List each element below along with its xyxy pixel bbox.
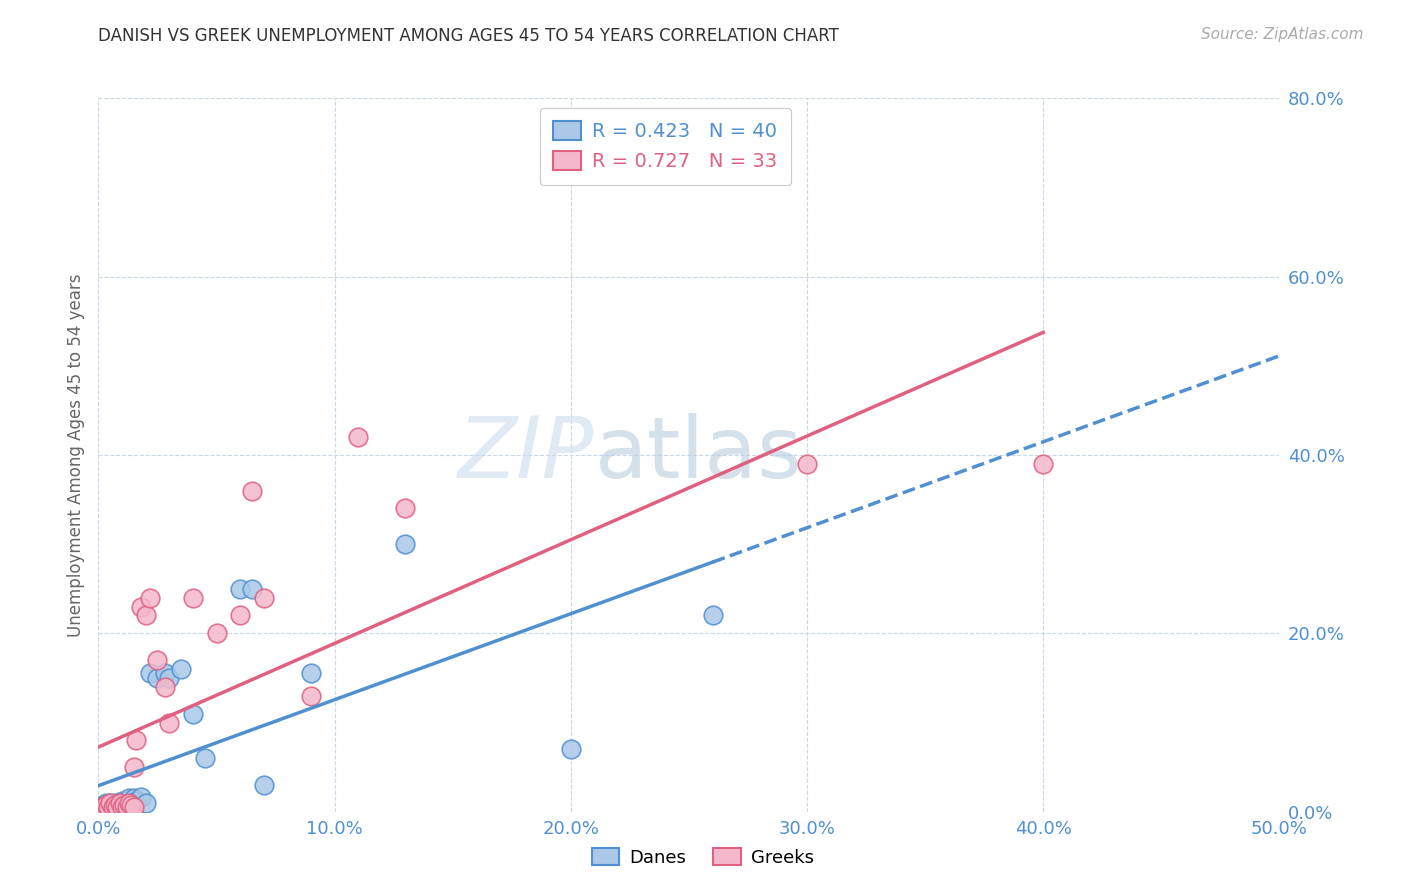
Point (118, 796, 141, 810)
Point (125, 794, 148, 808)
Point (135, 608, 157, 623)
Point (121, 797, 143, 812)
Point (253, 591, 276, 605)
Point (229, 608, 252, 623)
Point (229, 582, 252, 596)
Legend: Danes, Greeks: Danes, Greeks (585, 841, 821, 874)
Point (112, 797, 135, 812)
Point (253, 778, 276, 792)
Point (170, 662, 193, 676)
Point (90, 800, 112, 814)
Text: DANISH VS GREEK UNEMPLOYMENT AMONG AGES 45 TO 54 YEARS CORRELATION CHART: DANISH VS GREEK UNEMPLOYMENT AMONG AGES … (98, 27, 839, 45)
Point (111, 794, 134, 808)
Point (153, 666, 176, 681)
Point (115, 796, 138, 810)
Y-axis label: Unemployment Among Ages 45 to 54 years: Unemployment Among Ages 45 to 54 years (66, 273, 84, 637)
Point (153, 680, 176, 694)
Point (108, 796, 131, 810)
Point (181, 591, 204, 605)
Point (146, 653, 169, 667)
Point (91, 797, 114, 812)
Point (157, 715, 180, 730)
Point (194, 751, 217, 765)
Point (105, 797, 128, 812)
Point (118, 791, 141, 805)
Point (394, 501, 416, 516)
Point (129, 599, 152, 614)
Point (97, 800, 120, 814)
Point (111, 800, 134, 814)
Point (181, 706, 204, 721)
Point (112, 797, 135, 812)
Point (94, 797, 117, 812)
Legend: R = 0.423   N = 40, R = 0.727   N = 33: R = 0.423 N = 40, R = 0.727 N = 33 (540, 108, 792, 185)
Point (135, 796, 157, 810)
Point (394, 537, 416, 551)
Point (347, 430, 370, 444)
Text: ZIP: ZIP (458, 413, 595, 497)
Point (146, 671, 169, 685)
Point (97, 797, 120, 812)
Point (104, 800, 127, 814)
Text: atlas: atlas (595, 413, 803, 497)
Point (105, 800, 128, 814)
Point (299, 689, 322, 703)
Point (98, 796, 121, 810)
Point (98, 796, 121, 810)
Point (1032, 457, 1054, 471)
Point (157, 671, 180, 685)
Point (97, 800, 120, 814)
Point (205, 626, 228, 640)
Point (104, 797, 127, 812)
Point (105, 800, 128, 814)
Point (240, 483, 263, 498)
Point (702, 608, 724, 623)
Point (115, 800, 138, 814)
Point (122, 791, 145, 805)
Point (796, 457, 818, 471)
Text: Source: ZipAtlas.com: Source: ZipAtlas.com (1201, 27, 1364, 42)
Point (139, 591, 162, 605)
Point (94, 796, 117, 810)
Point (125, 733, 148, 747)
Point (94, 800, 117, 814)
Point (91, 800, 114, 814)
Point (91, 800, 114, 814)
Point (122, 800, 145, 814)
Point (129, 790, 152, 805)
Point (121, 796, 143, 810)
Point (139, 666, 162, 681)
Point (90, 800, 112, 814)
Point (108, 796, 131, 810)
Point (101, 800, 124, 814)
Point (104, 796, 127, 810)
Point (240, 582, 263, 596)
Point (122, 760, 145, 774)
Point (560, 742, 582, 756)
Point (98, 800, 121, 814)
Point (101, 797, 124, 812)
Point (101, 800, 124, 814)
Point (111, 800, 134, 814)
Point (299, 666, 322, 681)
